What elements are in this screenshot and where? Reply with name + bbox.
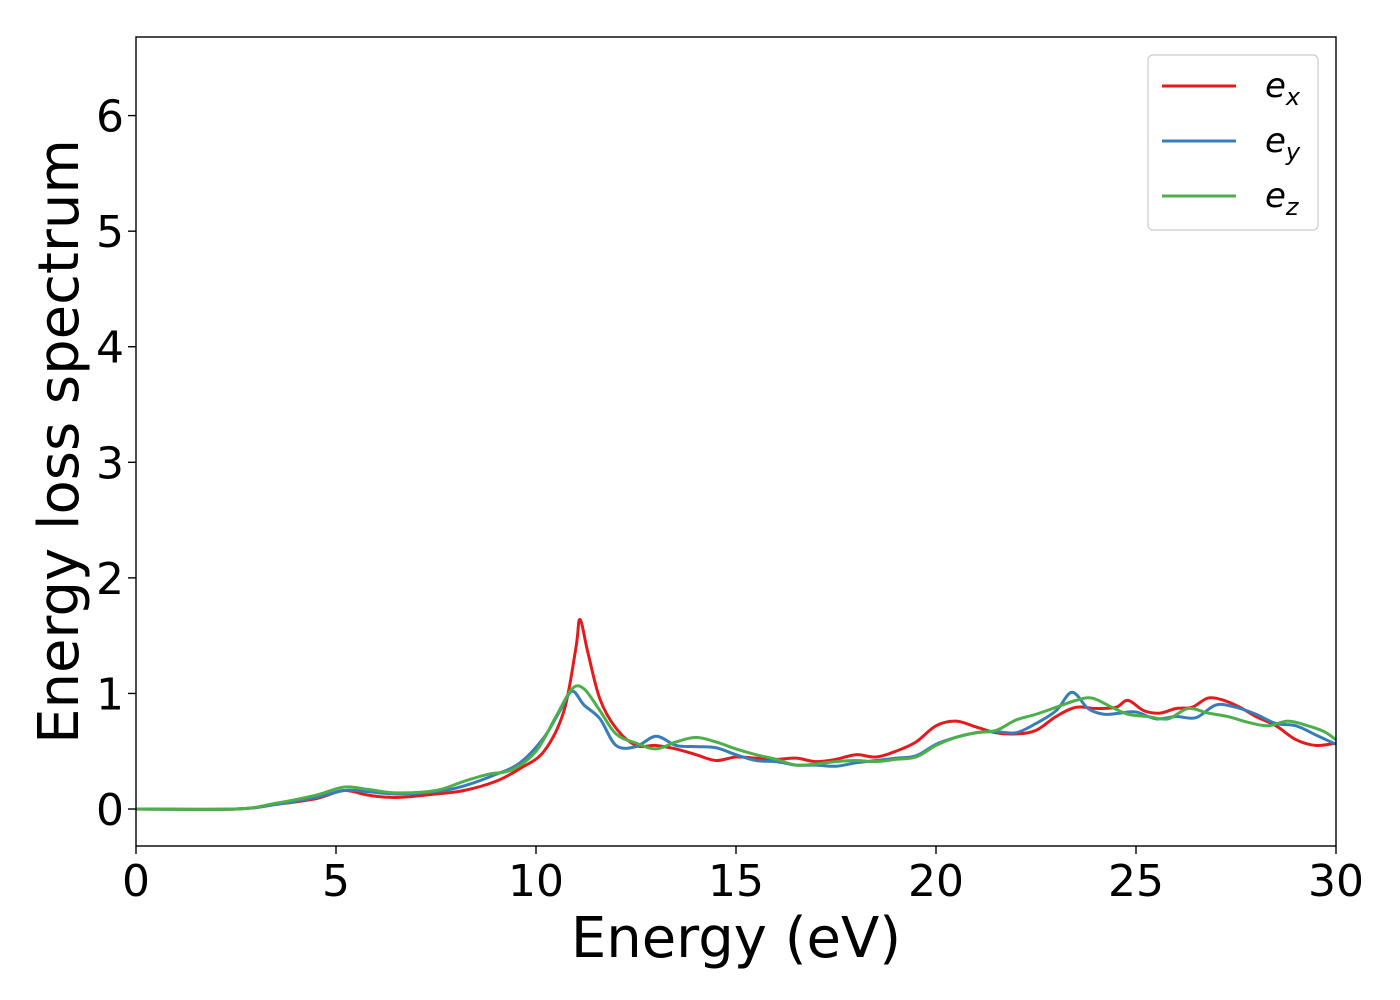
- x-tick-label: 0: [122, 856, 150, 907]
- y-tick-label: 0: [96, 785, 124, 836]
- y-tick-label: 2: [96, 554, 124, 605]
- series-line-x: [135, 617, 1337, 811]
- x-tick-label: 25: [1108, 856, 1164, 907]
- legend-label-y: ey: [1265, 121, 1301, 166]
- y-tick-label: 1: [96, 669, 124, 720]
- legend-label-z: ez: [1265, 176, 1300, 221]
- x-axis-label: Energy (eV): [571, 906, 901, 971]
- x-tick-label: 10: [508, 856, 564, 907]
- series-line-z: [135, 684, 1337, 811]
- legend-label-x: ex: [1265, 66, 1301, 111]
- x-tick-label: 20: [908, 856, 964, 907]
- series-layer: [135, 617, 1337, 811]
- legend: ex ey ez: [1147, 54, 1319, 231]
- y-tick-label: 4: [96, 323, 124, 374]
- x-tick-label: 30: [1308, 856, 1364, 907]
- y-tick-label: 3: [96, 438, 124, 489]
- x-tick-label: 15: [708, 856, 764, 907]
- y-tick-label: 6: [96, 92, 124, 143]
- x-tick-label: 5: [322, 856, 350, 907]
- y-axis-label: Energy loss spectrum: [27, 139, 92, 744]
- tick-layer: 0 5 10 15 20 25 30 0 1 2 3 4 5 6: [96, 92, 1364, 907]
- y-tick-label: 5: [96, 207, 124, 258]
